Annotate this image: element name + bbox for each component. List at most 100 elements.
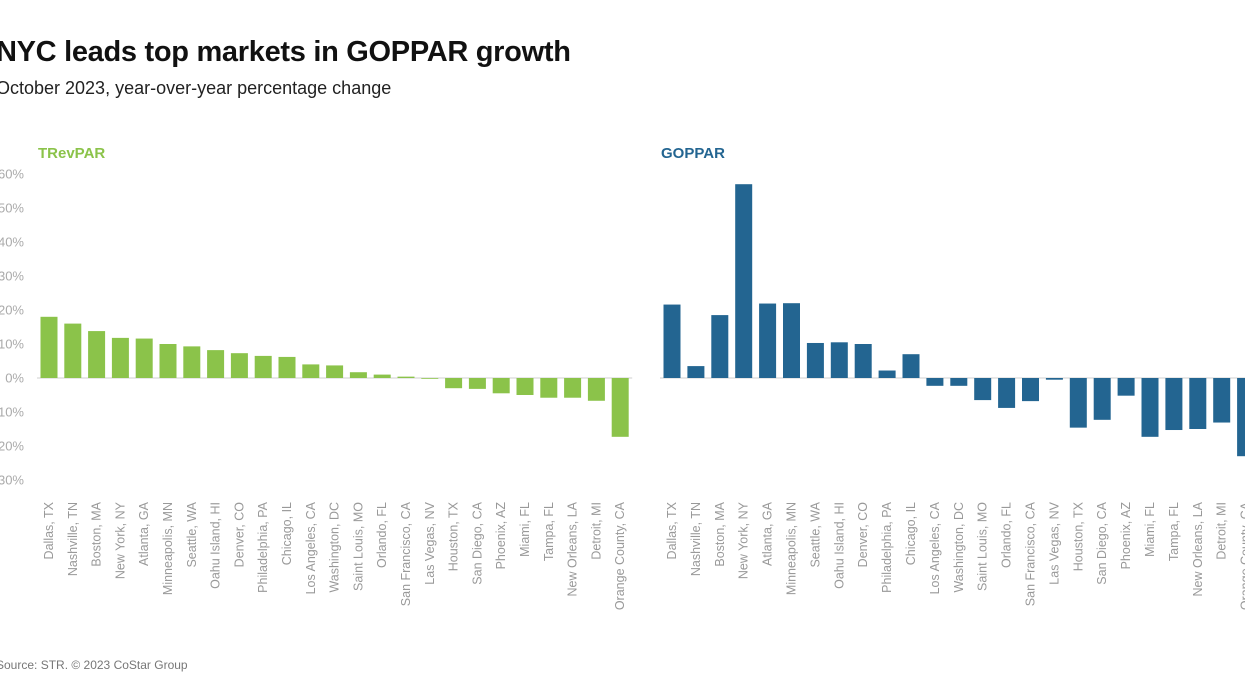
y-tick-label: 0%	[5, 371, 24, 386]
trevpar-bar	[564, 378, 582, 398]
trevpar-bar	[159, 344, 177, 378]
goppar-category-label: Houston, TX	[1071, 501, 1085, 571]
trevpar-bar	[421, 378, 439, 379]
trevpar-category-label: Miami, FL	[518, 502, 532, 557]
y-tick-label: 30%	[0, 269, 24, 284]
trevpar-category-label: Boston, MA	[90, 501, 104, 566]
goppar-category-label: Chicago, IL	[904, 502, 918, 565]
trevpar-category-label: Detroit, MI	[589, 502, 603, 560]
trevpar-category-label: Minneapolis, MN	[161, 502, 175, 595]
trevpar-category-label: Saint Louis, MO	[351, 502, 365, 591]
goppar-bar	[1022, 378, 1039, 402]
goppar-bar	[1141, 378, 1159, 437]
goppar-bar	[663, 304, 681, 378]
goppar-bar	[759, 303, 777, 378]
trevpar-category-label: Phoenix, AZ	[494, 502, 508, 570]
y-tick-label: 10%	[0, 337, 24, 352]
trevpar-bar	[135, 338, 153, 378]
goppar-bar	[974, 378, 992, 401]
trevpar-bar	[397, 376, 415, 378]
goppar-category-label: Washington, DC	[952, 502, 966, 593]
goppar-bar	[806, 342, 824, 378]
goppar-bar	[1093, 378, 1111, 420]
trevpar-category-label: Orlando, FL	[375, 502, 389, 568]
trevpar-bar	[587, 378, 605, 401]
goppar-bar	[687, 366, 705, 378]
trevpar-bar	[611, 378, 629, 437]
goppar-category-label: Philadelphia, PA	[880, 501, 894, 592]
trevpar-bar	[278, 356, 296, 378]
chart-subtitle: October 2023, year-over-year percentage …	[0, 78, 392, 98]
goppar-category-label: Detroit, MI	[1215, 502, 1229, 560]
trevpar-category-label: San Francisco, CA	[399, 501, 413, 606]
goppar-category-label: Nashville, TN	[689, 502, 703, 576]
goppar-bar	[1165, 378, 1183, 431]
trevpar-category-label: Washington, DC	[328, 502, 342, 593]
goppar-category-label: New York, NY	[737, 501, 751, 579]
trevpar-bar	[540, 378, 558, 398]
chart-title: NYC leads top markets in GOPPAR growth	[0, 36, 571, 68]
goppar-bar	[783, 303, 800, 378]
trevpar-panel-title: TRevPAR	[38, 145, 105, 162]
trevpar-bar	[254, 355, 272, 378]
y-tick-label: 20%	[0, 303, 24, 318]
source-note: Source: STR. © 2023 CoStar Group	[0, 658, 188, 672]
trevpar-bar	[373, 374, 391, 378]
y-tick-label: 40%	[0, 235, 24, 250]
goppar-bar	[950, 378, 968, 386]
trevpar-bar	[516, 378, 534, 395]
goppar-category-label: Orange County, CA	[1239, 501, 1245, 610]
trevpar-category-label: Orange County, CA	[613, 501, 627, 610]
goppar-category-label: Los Angeles, CA	[928, 501, 942, 594]
goppar-bar	[1117, 378, 1135, 396]
trevpar-bar	[445, 378, 463, 389]
trevpar-category-label: Seattle, WA	[185, 501, 199, 567]
trevpar-category-label: Tampa, FL	[542, 502, 556, 561]
y-tick-label: 50%	[0, 201, 24, 216]
trevpar-bar	[111, 337, 129, 378]
trevpar-category-label: New York, NY	[113, 501, 127, 579]
goppar-bar	[1069, 378, 1087, 428]
trevpar-bar	[468, 378, 486, 389]
trevpar-bar	[40, 316, 58, 378]
goppar-category-label: Orlando, FL	[1000, 502, 1014, 568]
goppar-category-label: San Diego, CA	[1095, 501, 1109, 584]
goppar-bar	[1045, 378, 1063, 380]
trevpar-category-label: Nashville, TN	[66, 502, 80, 576]
goppar-category-label: Phoenix, AZ	[1119, 502, 1133, 570]
trevpar-bar	[302, 364, 320, 378]
y-tick-label: -20%	[0, 439, 24, 454]
trevpar-category-label: Dallas, TX	[42, 501, 56, 559]
trevpar-bar	[230, 353, 248, 378]
goppar-panel-title: GOPPAR	[661, 145, 725, 162]
goppar-bar	[1213, 378, 1231, 423]
trevpar-bar	[349, 372, 367, 378]
goppar-bar	[902, 354, 920, 378]
y-tick-label: -30%	[0, 473, 24, 488]
goppar-category-label: San Francisco, CA	[1024, 501, 1038, 606]
goppar-category-label: Atlanta, GA	[761, 501, 775, 566]
trevpar-category-label: Atlanta, GA	[137, 501, 151, 566]
trevpar-category-label: Oahu Island, HI	[209, 502, 223, 589]
goppar-bar	[926, 378, 944, 386]
goppar-category-label: Seattle, WA	[808, 501, 822, 567]
trevpar-bar	[492, 378, 510, 394]
y-tick-label: 60%	[0, 167, 24, 182]
trevpar-bar	[326, 365, 344, 378]
goppar-bar	[735, 184, 753, 378]
trevpar-bar	[64, 323, 82, 378]
goppar-category-label: Minneapolis, MN	[785, 502, 799, 595]
trevpar-bar	[88, 331, 106, 378]
trevpar-category-label: Denver, CO	[232, 502, 246, 568]
goppar-category-label: Miami, FL	[1143, 502, 1157, 557]
trevpar-category-label: Chicago, IL	[280, 502, 294, 565]
y-tick-label: -10%	[0, 405, 24, 420]
trevpar-category-label: Houston, TX	[447, 501, 461, 571]
goppar-category-label: New Orleans, LA	[1191, 501, 1205, 596]
trevpar-category-label: San Diego, CA	[470, 501, 484, 584]
goppar-category-label: Boston, MA	[713, 501, 727, 566]
goppar-bar	[878, 370, 896, 378]
goppar-category-label: Las Vegas, NV	[1047, 501, 1061, 584]
trevpar-category-label: Philadelphia, PA	[256, 501, 270, 592]
trevpar-category-label: New Orleans, LA	[566, 501, 580, 596]
